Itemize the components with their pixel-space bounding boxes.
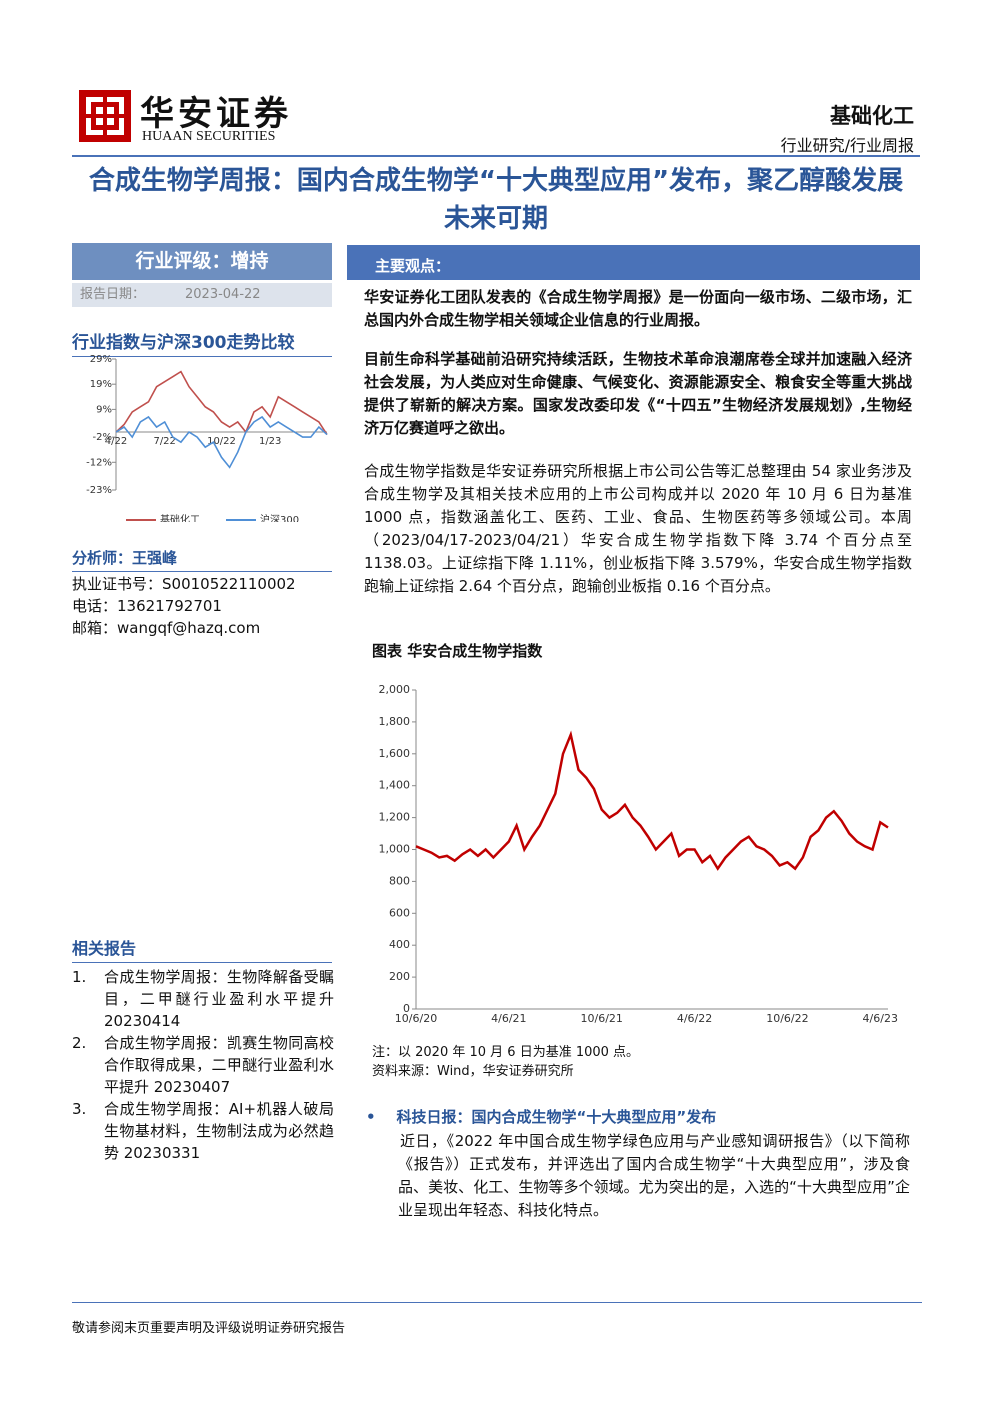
related-text: 合成生物学周报：凯赛生物同高校合作取得成果，二甲醚行业盈利水平提升 202304… xyxy=(104,1034,334,1096)
analyst-line: 执业证书号：S0010522110002 xyxy=(72,575,296,593)
key-point: 华安证券化工团队发表的《合成生物学周报》是一份面向一级市场、二级市场，汇总国内外… xyxy=(364,288,912,329)
bullet-text: 近日，《2022 年中国合成生物学绿色应用与产业感知调研报告》（以下简称《报告》… xyxy=(398,1132,910,1219)
x-tick-label: 10/6/22 xyxy=(766,1012,808,1025)
y-tick-label: -12% xyxy=(86,457,112,468)
legend-label: 沪深300 xyxy=(260,513,299,522)
y-tick-label: 1,600 xyxy=(379,747,411,760)
index-chart-title: 行业指数与沪深300走势比较 xyxy=(72,328,332,357)
related-text: 合成生物学周报：生物降解备受瞩目，二甲醚行业盈利水平提升 20230414 xyxy=(104,968,334,1030)
index-line-chart: 0 200 400 600 800 1,000 1,200 1,400 1,600 1,800 2,… xyxy=(379,683,898,1025)
related-num: 3. xyxy=(72,1100,87,1118)
x-tick-label: 10/6/20 xyxy=(395,1012,437,1025)
y-tick-label: 200 xyxy=(389,970,410,983)
date-row: 报告日期： 2023-04-22 xyxy=(72,283,332,307)
related-item: 2. 合成生物学周报：凯赛生物同高校合作取得成果，二甲醚行业盈利水平提升 2023… xyxy=(72,1032,334,1098)
bullet-title: • 科技日报：国内合成生物学“十大典型应用”发布 xyxy=(366,1108,717,1126)
y-tick-label: 1,400 xyxy=(379,779,411,792)
x-tick-label: 4/6/21 xyxy=(491,1012,526,1025)
series-line xyxy=(415,730,889,871)
paragraph: 合成生物学指数是华安证券研究所根据上市公司公告等汇总整理由 54 家业务涉及合成… xyxy=(364,462,912,595)
analyst-title: 分析师：王强峰 xyxy=(72,547,332,572)
y-tick-label: 0 xyxy=(403,1002,410,1015)
y-tick-label: 600 xyxy=(389,906,410,919)
y-tick-label: 1,200 xyxy=(379,811,411,824)
x-tick-label: 4/6/23 xyxy=(863,1012,898,1025)
date: 2023-04-22 xyxy=(185,287,261,302)
sector: 基础化工 xyxy=(830,104,914,128)
y-tick-label: 1,000 xyxy=(379,843,411,856)
note: 注：以 2020 年 10 月 6 日为基准 1000 点。 xyxy=(372,1045,640,1060)
y-tick-label: -2% xyxy=(93,432,112,443)
x-tick-label: 10/6/21 xyxy=(581,1012,623,1025)
x-tick-label: 1/23 xyxy=(259,436,281,447)
header-rule xyxy=(72,155,920,157)
logo-en: HUAAN SECURITIES xyxy=(142,129,276,144)
footer: 敬请参阅末页重要声明及评级说明证券研究报告 xyxy=(72,1321,346,1336)
index-chart: 29% 19% 9% -2% -12% -23% 4/22 7/22 10/22 1/23 基础化工… xyxy=(86,354,328,522)
series-line xyxy=(115,370,328,436)
chart-title: 图表 华安合成生物学指数 xyxy=(372,642,543,660)
related-item: 3. 合成生物学周报：AI+机器人破局生物基材料，生物制法成为必然趋势 20230… xyxy=(72,1098,334,1164)
x-tick-label: 10/22 xyxy=(207,436,236,447)
y-tick-label: 800 xyxy=(389,874,410,887)
report-title: 合成生物学周报：国内合成生物学“十大典型应用”发布，聚乙醇酸发展未来可期 xyxy=(88,166,904,234)
y-tick-label: 1,800 xyxy=(379,715,411,728)
series-line xyxy=(115,415,328,469)
related-list: 1. 合成生物学周报：生物降解备受瞩目，二甲醚行业盈利水平提升 20230414 2… xyxy=(72,966,334,1164)
y-tick-label: 2,000 xyxy=(379,683,411,696)
related-num: 2. xyxy=(72,1034,87,1052)
section-title: 主要观点： xyxy=(375,257,451,275)
y-tick-label: 19% xyxy=(90,379,112,390)
y-tick-label: 400 xyxy=(389,938,410,951)
related-num: 1. xyxy=(72,968,87,986)
legend-label: 基础化工 xyxy=(160,513,200,522)
category: 行业研究/行业周报 xyxy=(780,136,914,155)
y-tick-label: 9% xyxy=(96,404,112,415)
y-tick-label: -23% xyxy=(86,485,112,496)
y-tick-label: 29% xyxy=(90,354,112,365)
x-tick-label: 4/6/22 xyxy=(677,1012,712,1025)
related-title: 相关报告 xyxy=(72,935,332,963)
x-tick-label: 4/22 xyxy=(105,436,127,447)
note: 资料来源：Wind，华安证券研究所 xyxy=(372,1064,574,1079)
section-bar: 主要观点： xyxy=(347,245,920,280)
related-text: 合成生物学周报：AI+机器人破局生物基材料，生物制法成为必然趋势 2023033… xyxy=(104,1100,334,1162)
bullet-title-text: 科技日报：国内合成生物学“十大典型应用”发布 xyxy=(396,1108,717,1126)
date-label: 报告日期： xyxy=(80,287,146,302)
key-point: 目前生命科学基础前沿研究持续活跃，生物技术革命浪潮席卷全球并加速融入经济社会发展… xyxy=(364,350,912,437)
related-item: 1. 合成生物学周报：生物降解备受瞩目，二甲醚行业盈利水平提升 20230414 xyxy=(72,966,334,1032)
x-tick-label: 7/22 xyxy=(153,436,175,447)
logo-cn: 华安证券 xyxy=(140,94,292,134)
analyst-line: 电话：13621792701 xyxy=(72,597,222,615)
rating: 行业评级：增持 xyxy=(72,243,332,280)
notes: 注：以 2020 年 10 月 6 日为基准 1000 点。 资料来源：Wind，… xyxy=(372,1043,639,1081)
footer-rule xyxy=(72,1302,922,1303)
logo-mark xyxy=(79,90,131,142)
analyst-info: 执业证书号：S0010522110002 电话：13621792701 邮箱：wan… xyxy=(72,573,296,639)
analyst-line: 邮箱：wangqf@hazq.com xyxy=(72,619,261,637)
